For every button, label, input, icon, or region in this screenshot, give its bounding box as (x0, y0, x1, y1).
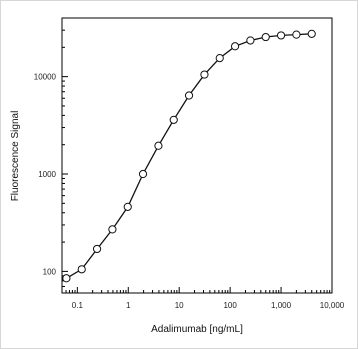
data-point (184, 91, 194, 100)
series-layer (62, 29, 316, 283)
data-point (215, 53, 224, 63)
data-point (154, 141, 163, 150)
data-point (292, 30, 301, 39)
plot-area (61, 17, 333, 294)
data-point (169, 115, 178, 124)
data-point (138, 169, 148, 179)
data-point (77, 265, 86, 274)
y-tick-label: 1000 (38, 170, 56, 179)
data-point (92, 244, 102, 254)
x-tick-label: 10 (175, 301, 184, 310)
data-point (200, 70, 209, 79)
x-axis-title: Adalimumab [ng/mL] (151, 324, 243, 335)
data-point (108, 225, 117, 234)
x-tick-label: 1,000 (271, 301, 292, 310)
data-point (230, 42, 240, 51)
y-axis-title: Fluorescence Signal (10, 111, 21, 202)
y-tick-label: 10000 (34, 73, 57, 82)
y-tick-label: 100 (43, 267, 57, 276)
data-point (246, 36, 255, 45)
data-point (123, 202, 132, 211)
x-tick-label: 1 (126, 301, 131, 310)
data-point (62, 274, 71, 283)
y-axis: 100 1000 10000 (34, 29, 68, 287)
series-line (66, 33, 312, 279)
data-point (307, 29, 316, 38)
x-axis: 0.1 1 10 100 1,000 10,000 (65, 287, 345, 310)
x-tick-label: 10,000 (320, 301, 345, 310)
x-tick-label: 100 (223, 301, 237, 310)
x-tick-label: 0.1 (72, 301, 84, 310)
data-point (261, 32, 270, 42)
data-point (276, 31, 286, 40)
